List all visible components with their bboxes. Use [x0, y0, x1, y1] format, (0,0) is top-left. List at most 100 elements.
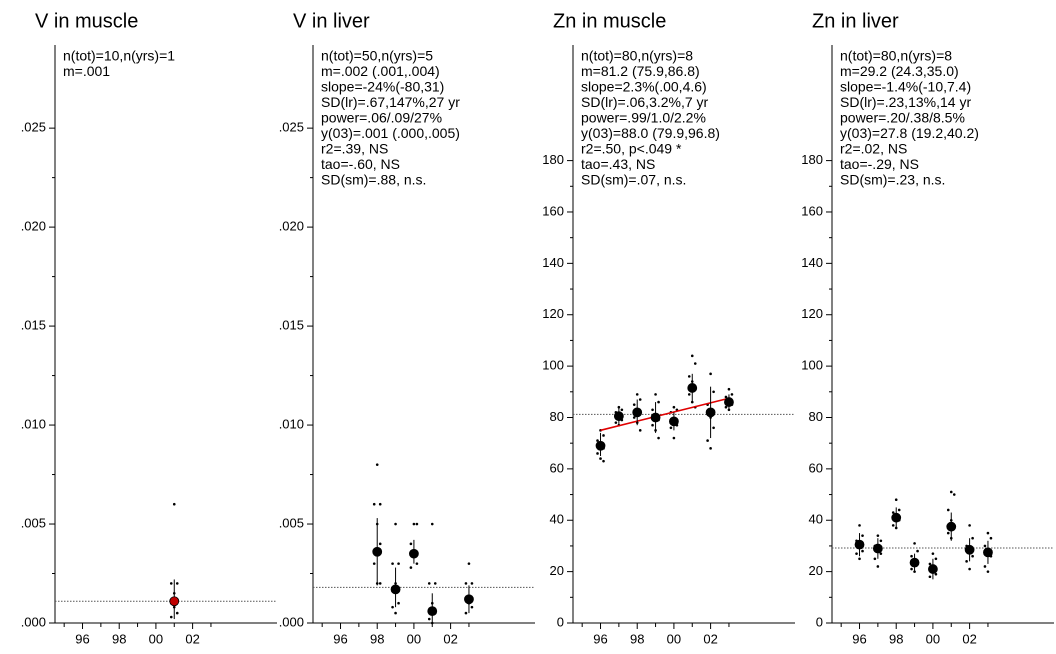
- yearly-mean: [669, 416, 679, 427]
- sample-point: [394, 522, 397, 526]
- sample-point: [397, 562, 400, 565]
- sample-point: [669, 426, 673, 430]
- y-tick-label: .005: [21, 515, 46, 530]
- sample-point: [891, 511, 895, 514]
- x-tick-label: 98: [889, 631, 903, 646]
- yearly-mean: [427, 606, 438, 617]
- sample-point: [602, 434, 605, 437]
- x-tick-label: 98: [112, 631, 126, 646]
- yearly-mean: [946, 521, 957, 532]
- stat-line: power=.99/1.0/2.2%: [581, 110, 706, 126]
- y-tick-label: 60: [550, 460, 564, 475]
- stat-line: m=.002 (.001,.004): [321, 63, 440, 79]
- stat-line: slope=-24%(-80,31): [321, 79, 444, 95]
- sample-point: [706, 439, 709, 442]
- yearly-mean: [464, 594, 474, 605]
- trend-line: [600, 397, 730, 432]
- yearly-mean: [724, 397, 734, 407]
- stat-line: SD(sm)=.88, n.s.: [321, 172, 426, 188]
- y-tick-label: 180: [542, 152, 564, 167]
- sample-point: [470, 582, 474, 585]
- sample-point: [378, 542, 382, 546]
- sample-point: [175, 582, 179, 585]
- sample-point: [861, 549, 864, 553]
- sample-point: [879, 539, 883, 543]
- sample-point: [897, 508, 901, 512]
- sample-point: [727, 387, 731, 391]
- stat-line: m=29.2 (24.3,35.0): [840, 63, 959, 79]
- yearly-mean: [854, 539, 865, 550]
- sample-point: [971, 536, 974, 540]
- yearly-mean: [632, 407, 643, 418]
- sample-point: [712, 390, 715, 394]
- panel-title: V in liver: [293, 10, 370, 32]
- sample-point: [910, 554, 913, 558]
- stat-line: SD(lr)=.67,147%,27 yr: [321, 94, 460, 110]
- sample-point: [391, 562, 394, 565]
- sample-point: [378, 582, 382, 585]
- stat-line: y(03)=88.0 (79.9,96.8): [581, 125, 720, 141]
- sample-point: [397, 601, 400, 605]
- y-tick-label: 100: [542, 358, 564, 373]
- sample-point: [687, 393, 691, 396]
- yearly-mean: [613, 411, 624, 422]
- y-tick-label: 0: [816, 614, 823, 629]
- sample-point: [412, 522, 416, 526]
- stat-line: slope=-1.4%(-10,7.4): [840, 79, 971, 95]
- stat-line: SD(lr)=.06,3.2%,7 yr: [581, 94, 709, 110]
- yearly-mean: [595, 440, 606, 451]
- sample-point: [934, 572, 938, 576]
- sample-point: [427, 582, 431, 585]
- yearly-mean: [390, 584, 401, 595]
- sample-point: [712, 426, 715, 430]
- sample-point: [946, 531, 950, 535]
- sample-point: [873, 557, 877, 561]
- sample-point: [632, 403, 636, 406]
- y-tick-label: .025: [279, 120, 304, 135]
- stat-line: y(03)=.001 (.000,.005): [321, 125, 460, 141]
- sample-point: [952, 493, 956, 496]
- x-tick-label: 00: [667, 631, 681, 646]
- y-tick-label: .005: [279, 515, 304, 530]
- x-tick-label: 02: [185, 631, 199, 646]
- sample-point: [654, 393, 657, 396]
- y-tick-label: 40: [809, 512, 823, 527]
- y-tick-label: .010: [21, 416, 46, 431]
- sample-point: [855, 552, 858, 555]
- sample-point: [913, 542, 916, 545]
- sample-point: [971, 554, 974, 558]
- y-tick-label: 20: [809, 563, 823, 578]
- sample-point: [709, 372, 712, 376]
- sample-point: [470, 605, 474, 609]
- sample-point: [464, 582, 468, 585]
- y-tick-label: 80: [809, 409, 823, 424]
- stat-line: tao=-.29, NS: [840, 156, 919, 172]
- sample-point: [931, 552, 935, 555]
- stat-line: power=.20/.38/8.5%: [840, 110, 965, 126]
- yearly-mean: [650, 412, 661, 423]
- sample-point: [672, 405, 676, 409]
- yearly-mean: [909, 557, 920, 568]
- x-tick-label: 96: [333, 631, 347, 646]
- y-tick-label: .000: [21, 614, 46, 629]
- y-tick-label: .025: [21, 120, 46, 135]
- sample-point: [464, 611, 468, 615]
- sample-point: [986, 531, 990, 535]
- sample-point: [910, 567, 913, 571]
- sample-point: [949, 490, 953, 494]
- sample-point: [965, 560, 968, 563]
- y-tick-label: 0: [557, 614, 564, 629]
- yearly-mean: [372, 546, 383, 557]
- sample-point: [391, 605, 394, 609]
- sample-point: [687, 375, 691, 378]
- sample-point: [730, 393, 734, 396]
- sample-point: [433, 582, 437, 585]
- stat-line: r2=.02, NS: [840, 141, 907, 157]
- stat-line: n(tot)=10,n(yrs)=1: [63, 48, 175, 64]
- sample-point: [934, 557, 938, 561]
- sample-point: [620, 408, 624, 412]
- stat-line: SD(lr)=.23,13%,14 yr: [840, 94, 971, 110]
- sample-point: [858, 557, 861, 561]
- sample-point: [651, 408, 654, 412]
